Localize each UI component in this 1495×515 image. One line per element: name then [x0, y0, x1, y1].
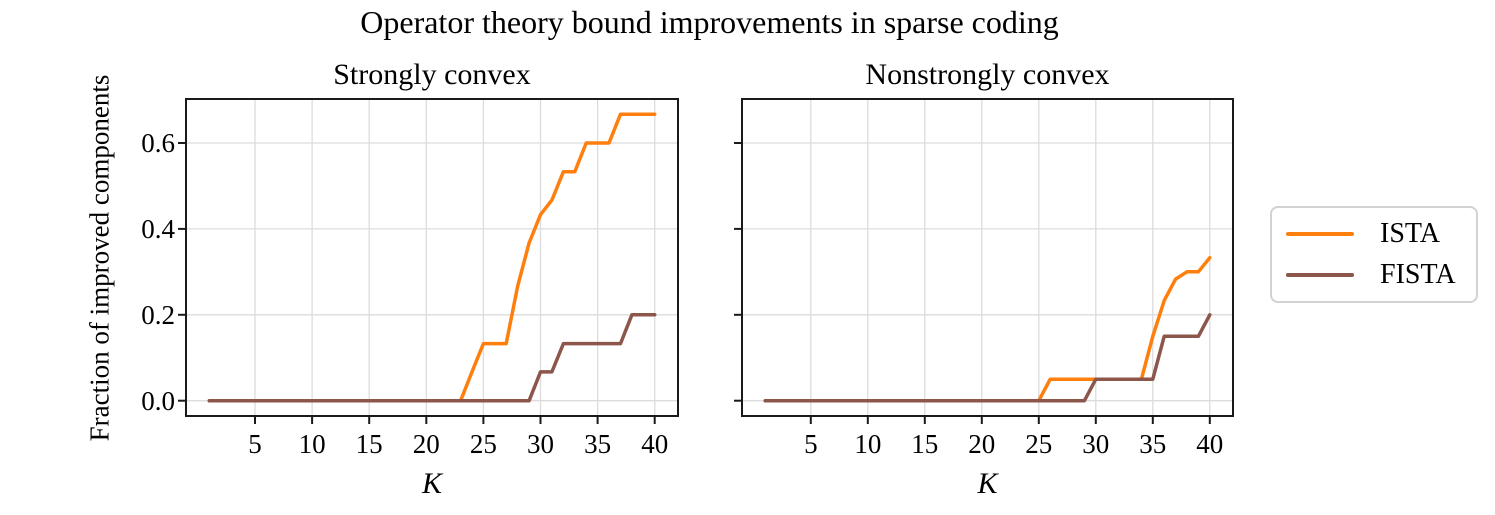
legend-label-ista: ISTA [1380, 218, 1440, 250]
x-tick-label: 40 [641, 429, 669, 459]
x-tick-label: 20 [412, 429, 440, 459]
series-line-fista [207, 313, 657, 403]
legend-entry-ista: ISTA [1286, 218, 1476, 250]
subplot-title: Nonstrongly convex [865, 58, 1110, 91]
x-tick-label: 10 [854, 429, 882, 459]
y-tick-label: 0.6 [141, 127, 175, 158]
y-tick-label: 0.4 [141, 213, 175, 244]
x-tick-label: 40 [1196, 429, 1224, 459]
plot-canvas [178, 100, 677, 424]
x-tick-label: 20 [968, 429, 996, 459]
x-axis-label: K [977, 467, 998, 500]
legend: ISTA FISTA [1270, 206, 1478, 303]
y-tick-label: 0.2 [141, 299, 175, 330]
figure-title: Operator theory bound improvements in sp… [360, 4, 1059, 40]
x-tick-label: 35 [584, 429, 612, 459]
x-tick-label: 25 [469, 429, 497, 459]
x-tick-label: 30 [1082, 429, 1110, 459]
subplot-strongly-convex: Strongly convex K 0.0 0.2 0.4 0.6 5 10 15 20 25 3… [141, 58, 679, 500]
subplot-title: Strongly convex [333, 58, 531, 91]
x-axis-label: K [421, 467, 442, 500]
series-line-fista [763, 313, 1212, 403]
x-tick-label: 5 [804, 429, 818, 459]
x-tick-label: 15 [911, 429, 939, 459]
y-tick-label: 0.0 [141, 385, 175, 416]
x-tick-label: 5 [248, 429, 262, 459]
x-tick-label: 35 [1139, 429, 1167, 459]
x-tick-label: 25 [1025, 429, 1053, 459]
x-tick-label: 30 [527, 429, 554, 459]
legend-label-fista: FISTA [1380, 258, 1456, 290]
legend-line-fista [1286, 272, 1354, 277]
x-tick-label: 15 [355, 429, 383, 459]
legend-entry-fista: FISTA [1286, 259, 1476, 291]
x-tick-label: 10 [298, 429, 326, 459]
series-line-ista [207, 112, 657, 403]
subplot-nonstrongly-convex: Nonstrongly convex K 5 10 15 20 25 30 35 40 [734, 58, 1234, 500]
plot-canvas [734, 100, 1232, 424]
legend-line-ista [1286, 232, 1354, 237]
